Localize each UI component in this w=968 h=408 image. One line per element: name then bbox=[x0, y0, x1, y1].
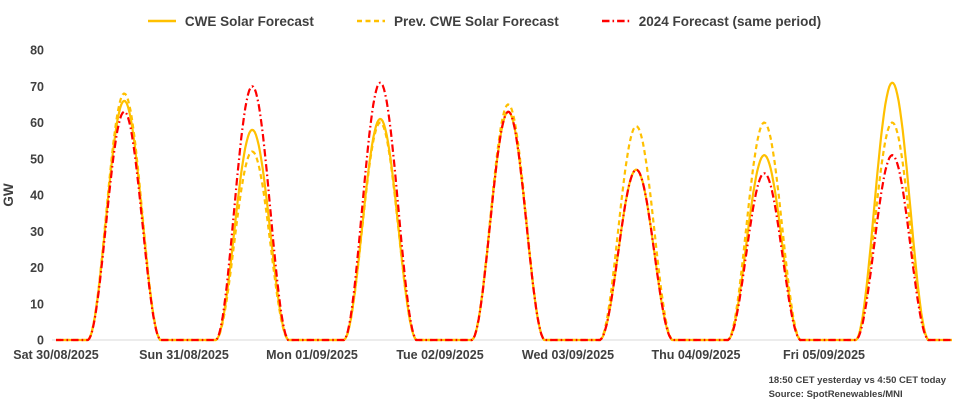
timestamp-note: 18:50 CET yesterday vs 4:50 CET today bbox=[768, 375, 946, 386]
solid-line-icon bbox=[147, 19, 176, 23]
y-axis-title: GW bbox=[1, 183, 16, 207]
y-tick-label: 20 bbox=[30, 261, 44, 275]
x-tick-label: Tue 02/09/2025 bbox=[396, 348, 483, 362]
series-line-prev-cwe-solar-forecast bbox=[56, 92, 952, 342]
y-tick-label: 0 bbox=[37, 334, 44, 348]
y-tick-label: 50 bbox=[30, 152, 44, 166]
legend-label-prev-cwe-solar-forecast: Prev. CWE Solar Forecast bbox=[393, 13, 559, 29]
chart-legend: CWE Solar Forecast Prev. CWE Solar Forec… bbox=[0, 6, 968, 36]
y-tick-label: 40 bbox=[30, 189, 44, 203]
x-tick-label: Wed 03/09/2025 bbox=[522, 348, 614, 362]
x-tick-label: Fri 05/09/2025 bbox=[783, 348, 865, 362]
x-tick-label: Sat 30/08/2025 bbox=[13, 348, 99, 362]
x-tick-label: Thu 04/09/2025 bbox=[652, 348, 741, 362]
dashed-line-icon bbox=[356, 19, 385, 23]
legend-item-2024-forecast: 2024 Forecast (same period) bbox=[601, 14, 821, 29]
footer-notes: 18:50 CET yesterday vs 4:50 CET today So… bbox=[769, 374, 946, 402]
legend-item-prev-cwe-solar-forecast: Prev. CWE Solar Forecast bbox=[356, 14, 559, 29]
x-tick-label: Sun 31/08/2025 bbox=[139, 348, 229, 362]
y-tick-label: 70 bbox=[30, 80, 44, 94]
y-tick-label: 10 bbox=[30, 297, 44, 311]
y-tick-label: 80 bbox=[30, 44, 44, 58]
dashdot-line-icon bbox=[601, 19, 630, 23]
y-tick-label: 30 bbox=[30, 225, 44, 239]
legend-item-cwe-solar-forecast: CWE Solar Forecast bbox=[147, 14, 314, 29]
series-line-2024-forecast-same-period bbox=[56, 81, 952, 342]
y-tick-label: 60 bbox=[30, 116, 44, 130]
x-tick-label: Mon 01/09/2025 bbox=[266, 348, 358, 362]
chart-plot-area: 0 10 20 30 40 50 60 70 80 GW Sat 30/08/2025 Sun 31/… bbox=[1, 44, 952, 362]
chart-footer: 18:50 CET yesterday vs 4:50 CET today So… bbox=[0, 368, 968, 408]
source-note: Source: SpotRenewables/MNI bbox=[768, 388, 903, 400]
legend-label-2024-forecast: 2024 Forecast (same period) bbox=[638, 13, 822, 29]
legend-label-cwe-solar-forecast: CWE Solar Forecast bbox=[184, 13, 314, 29]
